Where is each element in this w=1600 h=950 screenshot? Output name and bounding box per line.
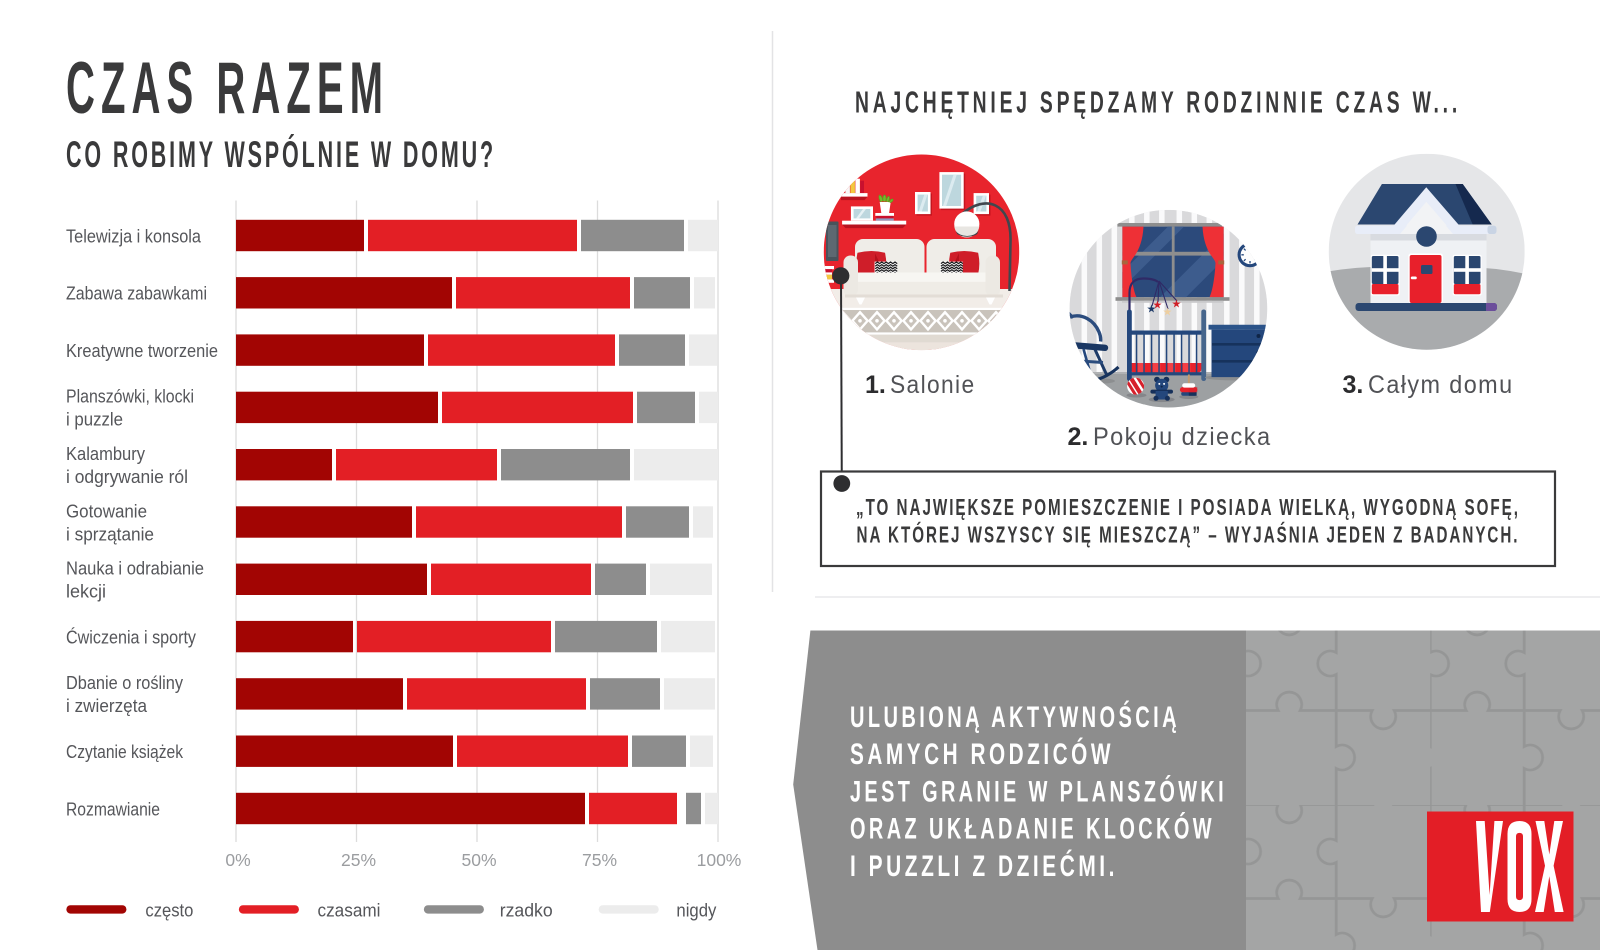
svg-text:Całym domu: Całym domu	[1368, 371, 1514, 399]
svg-text:1.: 1.	[865, 371, 886, 399]
svg-text:50%: 50%	[461, 850, 496, 870]
svg-text:nigdy: nigdy	[676, 900, 717, 921]
svg-text:NAJCHĘTNIEJ SPĘDZAMY RODZINNIE: NAJCHĘTNIEJ SPĘDZAMY RODZINNIE CZAS W...	[855, 86, 1461, 120]
svg-text:ULUBIONĄ AKTYWNOŚCIĄ: ULUBIONĄ AKTYWNOŚCIĄ	[850, 700, 1180, 734]
svg-text:3.: 3.	[1343, 371, 1364, 399]
svg-text:100%: 100%	[697, 850, 742, 870]
svg-text:i odgrywanie ról: i odgrywanie ról	[66, 466, 188, 487]
svg-text:Dbanie o rośliny: Dbanie o rośliny	[66, 672, 184, 693]
svg-text:75%: 75%	[582, 850, 617, 870]
svg-text:CZAS RAZEM: CZAS RAZEM	[66, 48, 389, 129]
svg-text:ORAZ UKŁADANIE KLOCKÓW: ORAZ UKŁADANIE KLOCKÓW	[850, 812, 1215, 846]
svg-text:Nauka i odrabianie: Nauka i odrabianie	[66, 558, 204, 579]
svg-text:Gotowanie: Gotowanie	[66, 500, 147, 521]
svg-text:0%: 0%	[225, 850, 250, 870]
svg-text:Zabawa zabawkami: Zabawa zabawkami	[66, 283, 207, 304]
svg-text:25%: 25%	[341, 850, 376, 870]
svg-text:Salonie: Salonie	[890, 371, 976, 399]
svg-text:Pokoju dziecka: Pokoju dziecka	[1093, 423, 1272, 451]
svg-text:CO ROBIMY WSPÓLNIE W DOMU?: CO ROBIMY WSPÓLNIE W DOMU?	[66, 133, 496, 175]
svg-text:rzadko: rzadko	[500, 900, 553, 921]
svg-text:★: ★	[1172, 299, 1182, 311]
svg-text:Ćwiczenia i sporty: Ćwiczenia i sporty	[66, 626, 197, 647]
svg-text:lekcji: lekcji	[66, 581, 106, 602]
svg-text:SAMYCH RODZICÓW: SAMYCH RODZICÓW	[850, 737, 1114, 771]
svg-text:JEST GRANIE W PLANSZÓWKI: JEST GRANIE W PLANSZÓWKI	[850, 775, 1227, 809]
svg-text:i puzzle: i puzzle	[66, 409, 123, 430]
svg-text:★: ★	[1153, 300, 1163, 312]
svg-text:★: ★	[1147, 304, 1157, 316]
svg-text:Czytanie książek: Czytanie książek	[66, 741, 184, 762]
svg-text:często: często	[145, 900, 193, 921]
svg-text:Telewizja i konsola: Telewizja i konsola	[66, 225, 202, 246]
svg-text:Planszówki, klocki: Planszówki, klocki	[66, 386, 194, 407]
svg-text:„TO NAJWIĘKSZE POMIESZCZENIE I: „TO NAJWIĘKSZE POMIESZCZENIE I POSIADA W…	[856, 494, 1520, 520]
svg-text:2.: 2.	[1068, 423, 1089, 451]
svg-text:Rozmawianie: Rozmawianie	[66, 798, 160, 819]
svg-text:Kreatywne tworzenie: Kreatywne tworzenie	[66, 340, 218, 361]
svg-text:I PUZZLI Z DZIEĆMI.: I PUZZLI Z DZIEĆMI.	[850, 849, 1118, 883]
svg-text:NA KTÓREJ WSZYSCY SIĘ MIESZCZĄ: NA KTÓREJ WSZYSCY SIĘ MIESZCZĄ” – WYJAŚN…	[857, 521, 1520, 548]
svg-text:★: ★	[1163, 307, 1173, 319]
svg-text:czasami: czasami	[318, 900, 381, 921]
svg-text:i zwierzęta: i zwierzęta	[66, 695, 148, 716]
svg-text:i sprzątanie: i sprzątanie	[66, 523, 154, 544]
svg-text:Kalambury: Kalambury	[66, 443, 146, 464]
